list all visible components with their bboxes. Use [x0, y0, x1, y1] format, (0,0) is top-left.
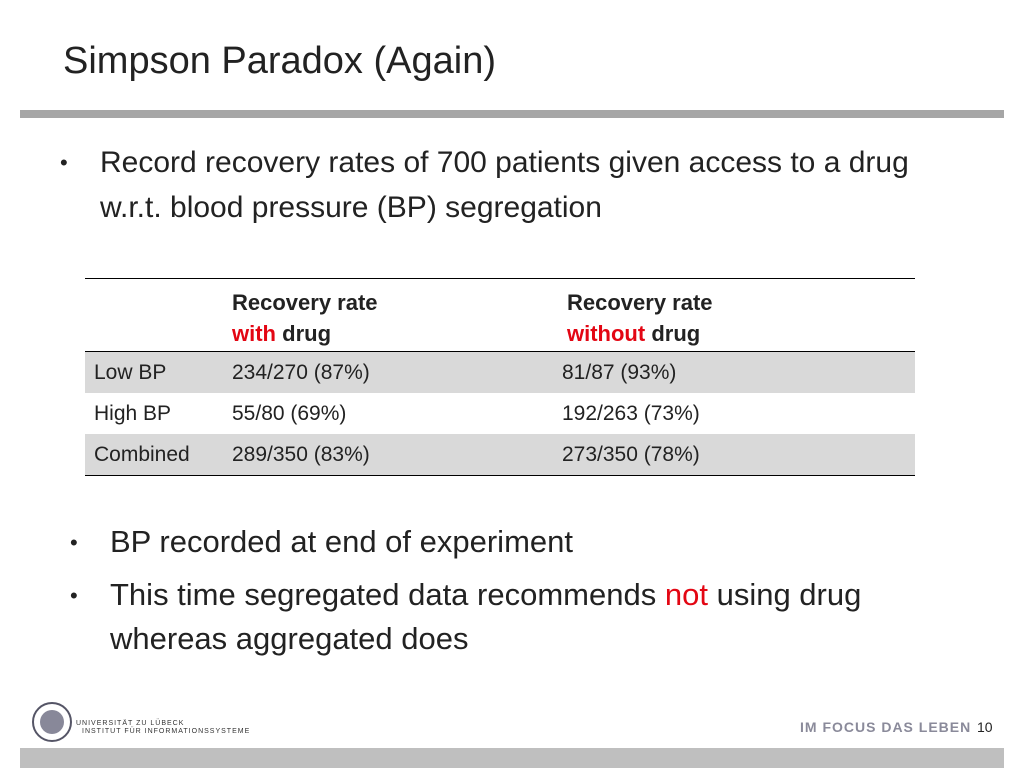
header-highlight: with — [232, 321, 276, 346]
table-cell: Combined — [94, 443, 190, 466]
text: This time segregated data recommends — [110, 577, 657, 612]
table-header: Recovery rate with drug Recovery rate wi… — [85, 279, 915, 351]
table-cell: 234/270 (87%) — [232, 361, 370, 384]
table-cell: 289/350 (83%) — [232, 443, 370, 466]
text: using drug whereas aggregated does — [110, 577, 862, 656]
table-cell: 192/263 (73%) — [562, 402, 700, 425]
header-rest: drug — [651, 321, 701, 346]
footer-bar — [20, 748, 1004, 768]
header-highlight: without — [567, 321, 646, 346]
table-cell: Low BP — [94, 361, 167, 384]
rule — [85, 278, 915, 279]
intro-text: Record recovery rates of 700 patients gi… — [100, 146, 909, 224]
bullet-dot: • — [70, 583, 78, 608]
rule — [85, 351, 915, 352]
page-number: 10 — [977, 719, 993, 735]
table-row: High BP 55/80 (69%) 192/263 (73%) — [85, 393, 915, 434]
institute: INSTITUT FÜR INFORMATIONSSYSTEME — [82, 728, 251, 735]
slide-title: Simpson Paradox (Again) — [63, 40, 496, 82]
text: BP recorded at end of experiment — [110, 524, 573, 559]
logo-ring — [32, 702, 72, 742]
table-row: Low BP 234/270 (87%) 81/87 (93%) — [85, 352, 915, 393]
rule — [85, 475, 915, 476]
logo — [32, 702, 72, 742]
table-cell: 273/350 (78%) — [562, 443, 700, 466]
motto: IM FOCUS DAS LEBEN — [800, 719, 972, 735]
table-cell: High BP — [94, 402, 172, 425]
table-row: Combined 289/350 (83%) 273/350 (78%) — [85, 434, 915, 475]
table-cell: 81/87 (93%) — [562, 361, 677, 384]
header-line: Recovery rate — [232, 290, 378, 315]
header-cell: Recovery rate without drug — [567, 287, 713, 349]
bullet-text: BP recorded at end of experiment — [110, 520, 980, 564]
header-rest: drug — [282, 321, 332, 346]
footer-text: UNIVERSITÄT ZU LÜBECK INSTITUT FÜR INFOR… — [76, 720, 250, 736]
bullet-text: This time segregated data recommends not… — [110, 573, 980, 661]
bullet-dot: • — [60, 150, 68, 175]
table: Recovery rate with drug Recovery rate wi… — [85, 278, 915, 476]
header-cell: Recovery rate with drug — [232, 287, 378, 349]
logo-seal — [40, 710, 64, 734]
table-cell: 55/80 (69%) — [232, 402, 347, 425]
emphasis: not — [664, 577, 708, 612]
title-bar — [20, 110, 1004, 118]
header-line: Recovery rate — [567, 290, 713, 315]
university: UNIVERSITÄT ZU LÜBECK — [76, 720, 185, 727]
bullet-dot: • — [70, 530, 78, 555]
